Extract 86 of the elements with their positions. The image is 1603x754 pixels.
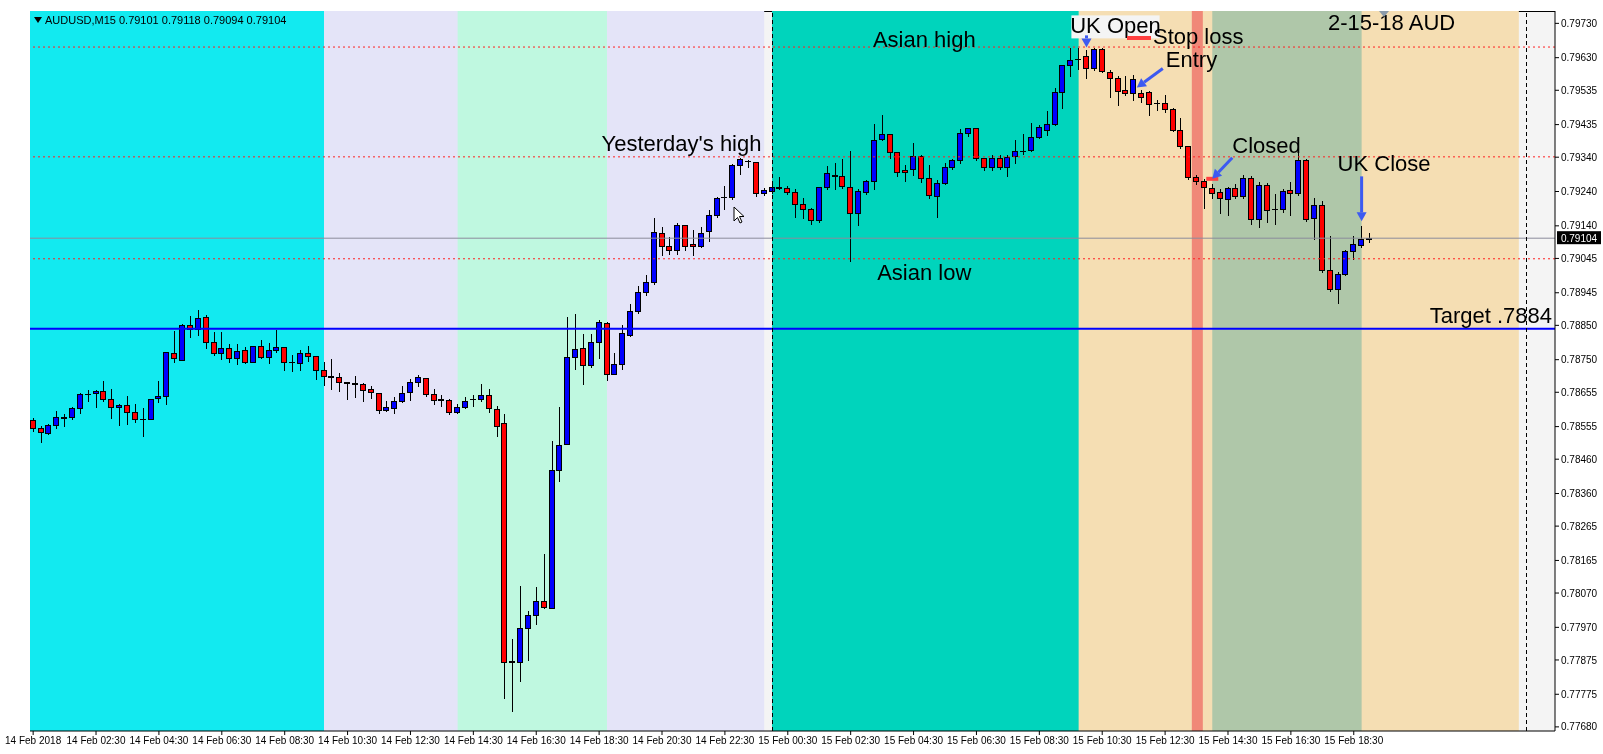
- candlestick: [579, 333, 586, 386]
- y-tick-label: 0.78070: [1561, 587, 1598, 599]
- x-tick-label: 14 Feb 12:30: [381, 735, 441, 747]
- x-tick-label: 14 Feb 18:30: [569, 735, 630, 747]
- candlestick: [1090, 47, 1097, 72]
- candlestick: [1311, 197, 1318, 241]
- candlestick: [336, 372, 343, 393]
- candlestick: [76, 392, 83, 415]
- candlestick: [532, 586, 539, 626]
- x-tick-label: 14 Feb 06:30: [192, 735, 252, 747]
- candlestick: [910, 142, 917, 177]
- candlestick: [1083, 49, 1090, 80]
- x-tick-label: 15 Feb 00:30: [758, 735, 818, 747]
- candlestick: [1012, 139, 1019, 165]
- y-tick-label: 0.79730: [1561, 17, 1598, 29]
- candlestick: [682, 224, 689, 252]
- y-tick-label: 0.78750: [1561, 354, 1598, 366]
- candlestick: [697, 226, 704, 249]
- annotation: Yesterday's high: [601, 130, 762, 156]
- y-tick-label: 0.78945: [1561, 287, 1598, 299]
- y-tick-label: 0.79630: [1561, 52, 1598, 64]
- y-tick-label: 0.79435: [1561, 119, 1598, 131]
- x-tick-label: 15 Feb 18:30: [1324, 735, 1384, 747]
- annotation: Asian low: [877, 259, 972, 285]
- candlestick: [524, 610, 531, 662]
- x-tick-label: 14 Feb 16:30: [506, 735, 567, 747]
- y-tick-label: 0.79535: [1561, 84, 1598, 96]
- y-tick-label: 0.78360: [1561, 488, 1598, 500]
- candlestick: [1200, 178, 1207, 210]
- candlestick: [1145, 90, 1152, 117]
- annotation: UK Close: [1337, 151, 1431, 177]
- candlestick: [296, 349, 303, 372]
- annotation: 2-15-18 AUD: [1328, 10, 1456, 36]
- candlestick: [642, 274, 649, 297]
- candlestick: [407, 378, 414, 402]
- candlestick: [635, 285, 641, 315]
- candlestick: [1028, 122, 1035, 153]
- annotation: Asian high: [872, 27, 976, 53]
- y-tick-label: 0.79240: [1561, 186, 1598, 198]
- y-tick-label: 0.79140: [1561, 220, 1598, 232]
- y-tick-label: 0.78850: [1561, 319, 1598, 331]
- y-tick-label: 0.78165: [1561, 554, 1598, 566]
- y-tick-label: 0.77680: [1561, 721, 1598, 733]
- candlestick: [116, 403, 123, 427]
- y-tick-label: 0.77875: [1561, 654, 1598, 666]
- candlestick: [917, 154, 924, 184]
- ref-line-label: Target .7884: [1429, 302, 1552, 328]
- x-tick-label: 14 Feb 20:30: [632, 735, 692, 747]
- x-tick-label: 15 Feb 12:30: [1135, 735, 1196, 747]
- x-tick-label: 15 Feb 10:30: [1072, 735, 1133, 747]
- x-tick-label: 14 Feb 22:30: [695, 735, 755, 747]
- annotation: Closed: [1232, 132, 1301, 158]
- x-tick-label: 14 Feb 04:30: [129, 735, 189, 747]
- x-tick-label: 15 Feb 02:30: [821, 735, 881, 747]
- y-tick-label: 0.77970: [1561, 621, 1598, 633]
- x-tick-label: 14 Feb 14:30: [443, 735, 504, 747]
- x-tick-label: 15 Feb 14:30: [1198, 735, 1258, 747]
- candlestick: [1358, 225, 1365, 249]
- candlestick: [855, 188, 862, 227]
- y-tick-label: 0.78655: [1561, 386, 1598, 398]
- candlestick: [359, 382, 366, 403]
- x-tick-label: 14 Feb 10:30: [318, 735, 378, 747]
- candlestick: [124, 395, 131, 426]
- y-tick-label: 0.78460: [1561, 453, 1598, 465]
- candlestick: [234, 343, 241, 366]
- candlestick: [171, 330, 178, 364]
- x-tick-label: 15 Feb 06:30: [946, 735, 1007, 747]
- x-tick-label: 14 Feb 02:30: [66, 735, 126, 747]
- y-tick-label: 0.79340: [1561, 151, 1598, 163]
- ref-line-label: 0.79104: [1560, 232, 1598, 244]
- candlestick: [131, 403, 138, 424]
- x-tick-label: 15 Feb 04:30: [884, 735, 944, 747]
- candlestick: [925, 164, 932, 200]
- x-tick-label: 15 Feb 08:30: [1009, 735, 1070, 747]
- chart-title: AUDUSD,M15 0.79101 0.79118 0.79094 0.79104: [45, 14, 287, 26]
- candlestick: [690, 229, 697, 257]
- x-tick-label: 15 Feb 16:30: [1261, 735, 1321, 747]
- y-tick-label: 0.79045: [1561, 252, 1598, 264]
- x-tick-label: 14 Feb 08:30: [255, 735, 315, 747]
- y-tick-label: 0.78265: [1561, 520, 1598, 532]
- candlestick: [587, 333, 594, 369]
- y-tick-label: 0.78555: [1561, 421, 1598, 433]
- y-tick-label: 0.77775: [1561, 688, 1598, 700]
- x-tick-label: 14 Feb 2018: [5, 735, 62, 747]
- candlestick: [800, 197, 807, 220]
- candlestick: [351, 375, 359, 399]
